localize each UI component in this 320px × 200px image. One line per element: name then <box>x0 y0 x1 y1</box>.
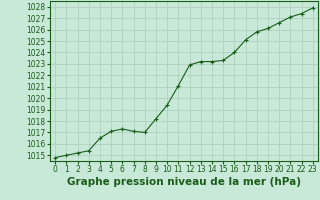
X-axis label: Graphe pression niveau de la mer (hPa): Graphe pression niveau de la mer (hPa) <box>67 177 301 187</box>
